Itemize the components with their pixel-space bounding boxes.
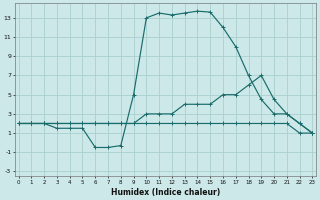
X-axis label: Humidex (Indice chaleur): Humidex (Indice chaleur) [111,188,220,197]
